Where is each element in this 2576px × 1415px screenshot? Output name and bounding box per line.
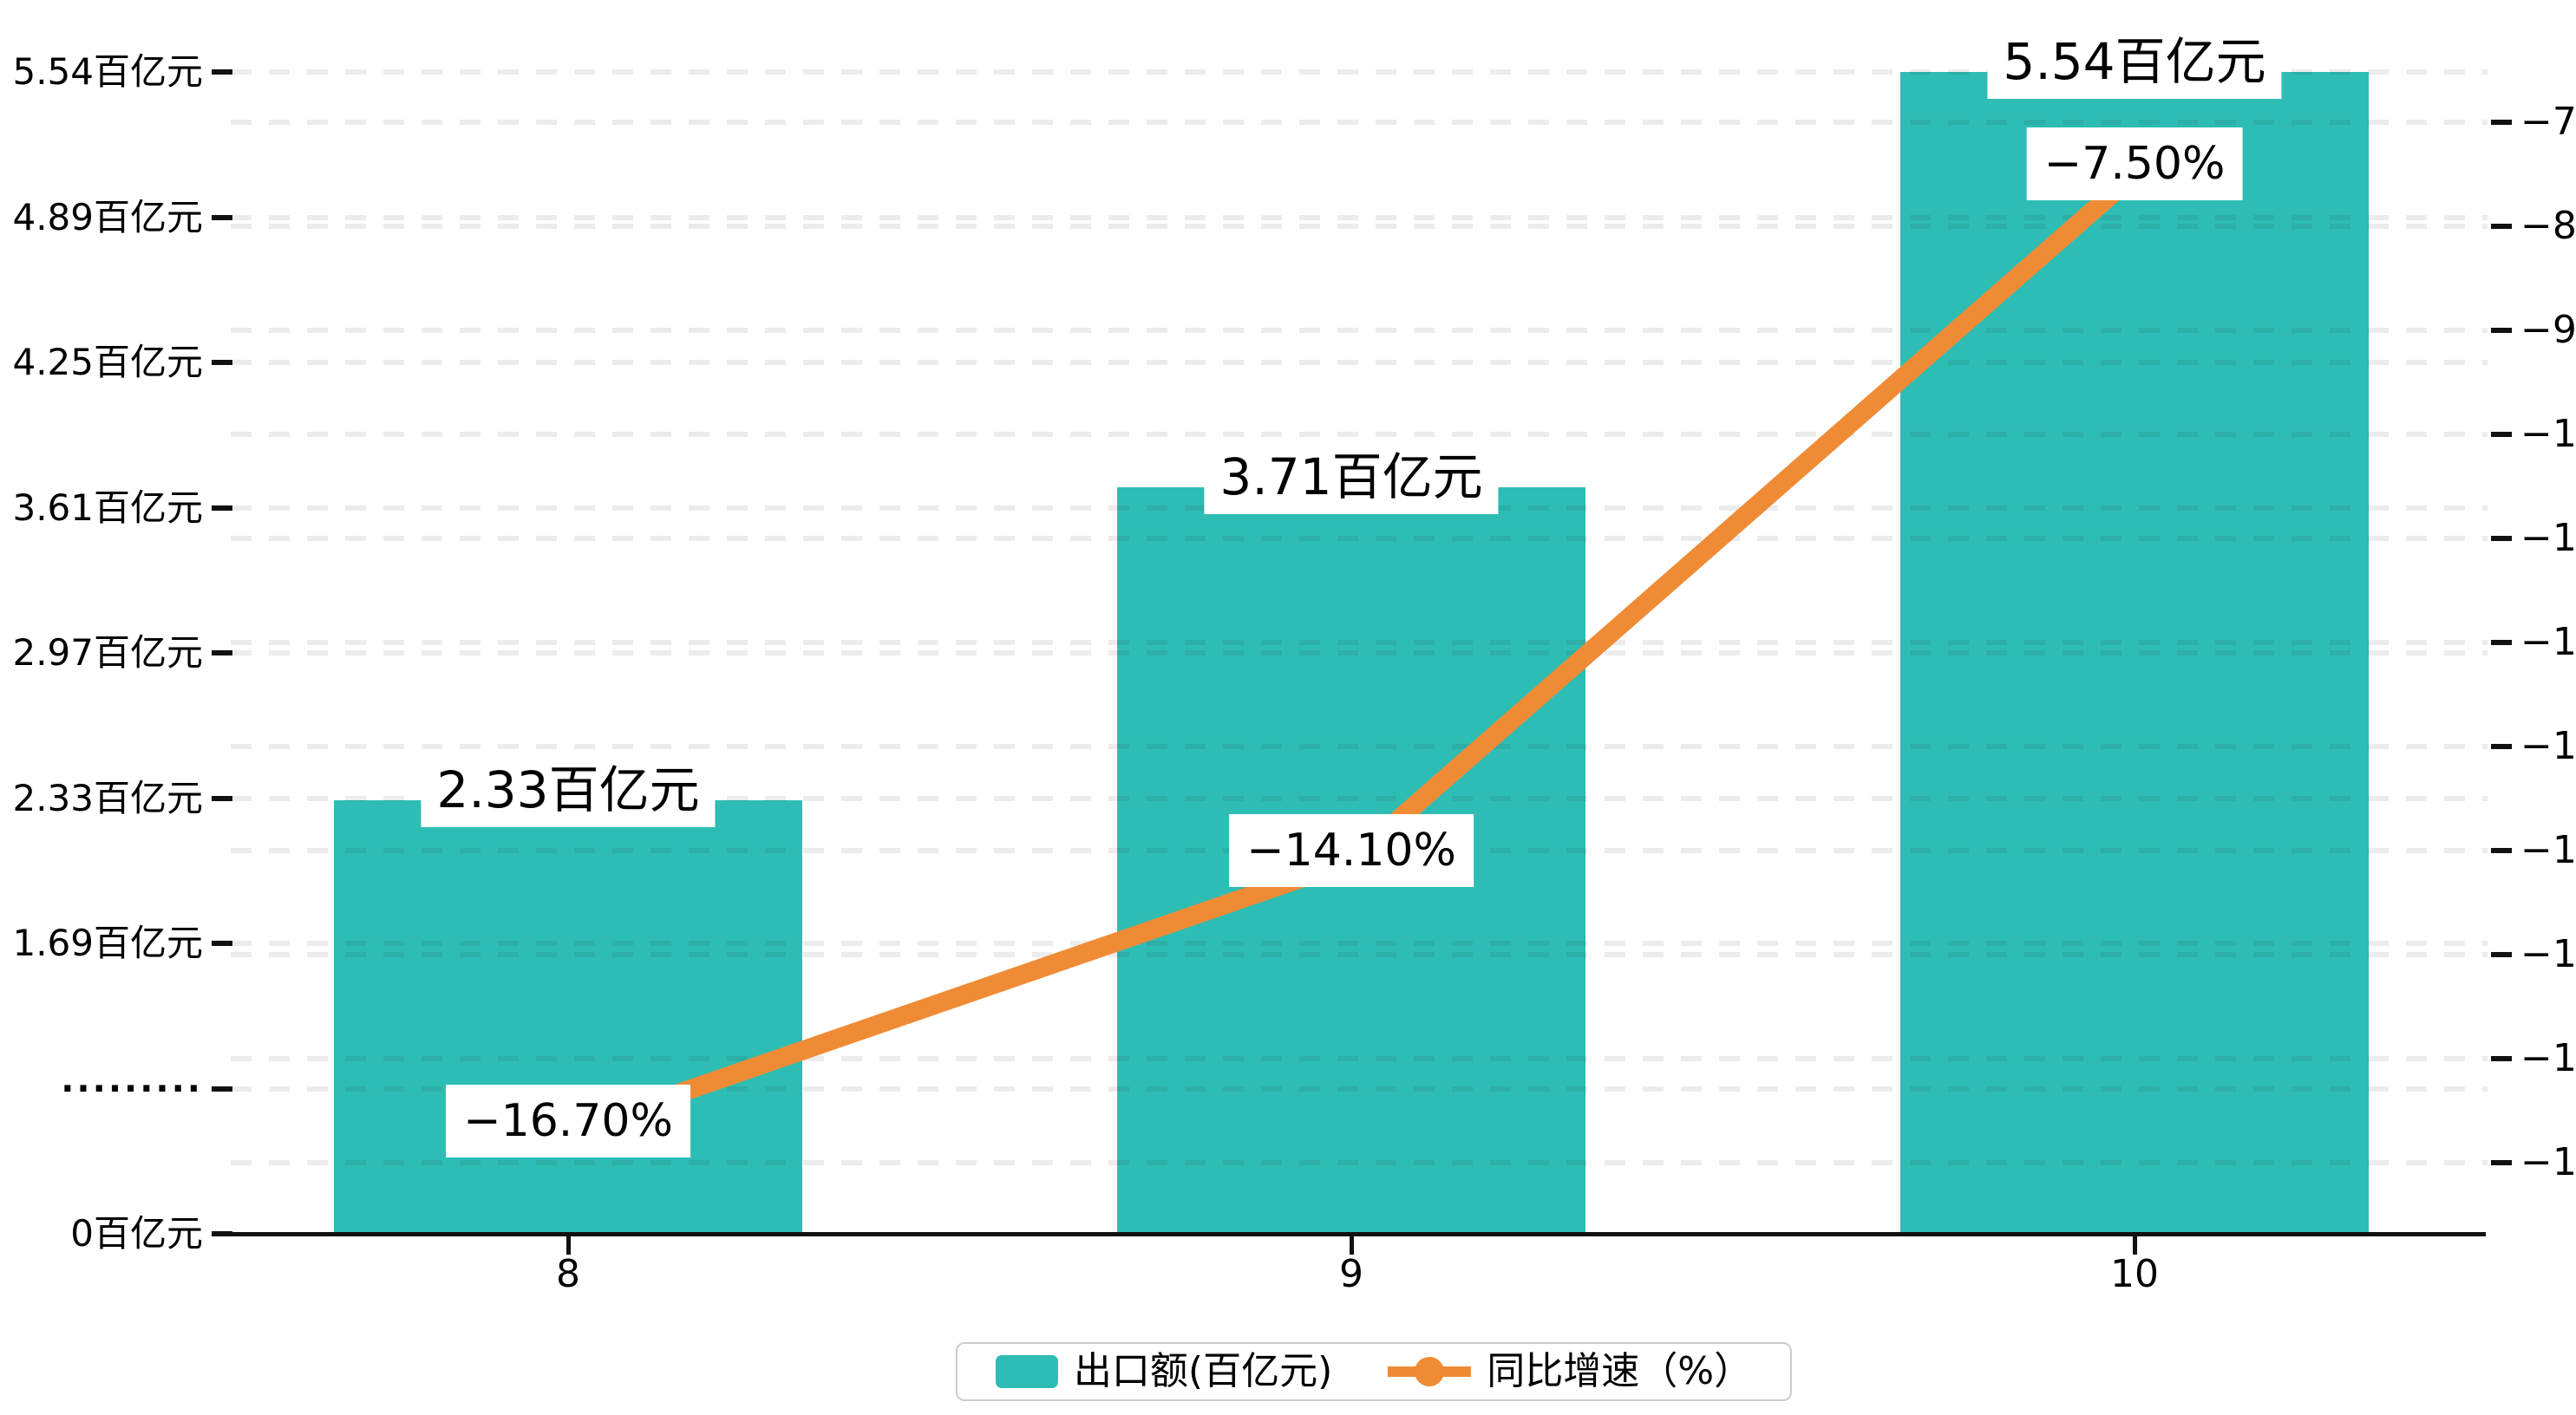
legend-label: 出口额(百亿元) — [1073, 1349, 1333, 1393]
left-axis-tick-label: 4.25百亿元 — [12, 341, 203, 383]
gridline-right-axis — [231, 1160, 2488, 1165]
right-axis-tick — [2491, 848, 2512, 853]
gridline-left-axis — [231, 69, 2488, 75]
left-axis-tick-label: 0百亿元 — [70, 1212, 203, 1255]
right-axis-tick-label: −9 — [2520, 308, 2576, 352]
right-axis-tick-label: −16 — [2520, 1036, 2576, 1080]
gridline-right-axis — [231, 536, 2488, 541]
x-axis-baseline — [219, 1232, 2486, 1236]
left-axis-tick — [212, 1086, 232, 1092]
right-axis-tick — [2491, 640, 2512, 645]
x-axis-category-label: 9 — [1339, 1252, 1363, 1296]
line-dot-swatch-icon — [1388, 1355, 1472, 1388]
right-axis-tick-label: −14 — [2520, 828, 2576, 872]
gridline-left-axis — [231, 1086, 2488, 1092]
bar-10 — [1900, 72, 2369, 1234]
gridline-right-axis — [231, 744, 2488, 749]
left-axis-tick — [212, 360, 232, 365]
right-axis-tick-label: −8 — [2520, 204, 2576, 248]
gridline-right-axis — [231, 224, 2488, 229]
gridline-right-axis — [231, 1056, 2488, 1061]
left-axis-tick-label: 4.89百亿元 — [12, 195, 203, 238]
left-axis-tick — [212, 795, 232, 801]
right-axis-tick — [2491, 744, 2512, 749]
left-axis-tick-label: 1.69百亿元 — [12, 922, 203, 964]
legend: 出口额(百亿元) 同比增速（%） — [955, 1342, 1793, 1401]
legend-label: 同比增速（%） — [1487, 1349, 1753, 1393]
right-axis-tick — [2491, 1160, 2512, 1165]
gridline-left-axis — [231, 360, 2488, 365]
growth-rate-badge: −14.10% — [1229, 814, 1474, 887]
bar-value-label: 3.71百亿元 — [1204, 439, 1499, 514]
left-axis-tick-label: 2.33百亿元 — [12, 776, 203, 819]
gridline-left-axis — [231, 941, 2488, 946]
right-axis-tick — [2491, 536, 2512, 541]
growth-rate-badge: −7.50% — [2026, 127, 2243, 200]
bar-value-label: 5.54百亿元 — [1987, 24, 2282, 99]
left-axis-tick — [212, 650, 232, 655]
gridline-right-axis — [231, 432, 2488, 437]
gridline-right-axis — [231, 328, 2488, 333]
left-axis-tick-label: 2.97百亿元 — [12, 631, 203, 674]
gridline-left-axis — [231, 795, 2488, 801]
left-axis-tick-label: 5.54百亿元 — [12, 50, 203, 93]
right-axis-tick — [2491, 1056, 2512, 1061]
right-axis-tick — [2491, 432, 2512, 437]
left-axis-tick-label: ········· — [61, 1068, 203, 1109]
x-axis-category-label: 10 — [2110, 1252, 2159, 1296]
gridline-right-axis — [231, 640, 2488, 645]
left-axis-tick — [212, 941, 232, 946]
legend-line-dot — [1415, 1357, 1445, 1386]
right-axis-tick-label: −17 — [2520, 1140, 2576, 1184]
right-axis-tick-label: −15 — [2520, 932, 2576, 976]
bar-8 — [334, 800, 802, 1234]
right-axis-tick — [2491, 328, 2512, 333]
left-axis-tick — [212, 214, 232, 220]
legend-item-bars[interactable]: 出口额(百亿元) — [995, 1349, 1333, 1393]
left-axis-tick — [212, 505, 232, 511]
x-axis-category-label: 8 — [556, 1252, 580, 1296]
growth-rate-badge: −16.70% — [446, 1085, 690, 1157]
right-axis-tick — [2491, 952, 2512, 957]
right-axis-tick-label: −7 — [2520, 100, 2576, 144]
x-axis-tick — [566, 1236, 571, 1255]
gridline-left-axis — [231, 214, 2488, 220]
left-axis-tick — [212, 69, 232, 75]
left-axis-tick — [212, 1231, 232, 1236]
right-axis-tick-label: −13 — [2520, 724, 2576, 768]
bar-value-label: 2.33百亿元 — [421, 753, 716, 828]
gridline-right-axis — [231, 120, 2488, 125]
gridline-right-axis — [231, 952, 2488, 957]
legend-item-line[interactable]: 同比增速（%） — [1388, 1353, 1752, 1391]
right-axis-tick-label: −12 — [2520, 620, 2576, 664]
bar-swatch-icon — [995, 1355, 1058, 1388]
right-axis-tick-label: −10 — [2520, 412, 2576, 456]
right-axis-tick — [2491, 224, 2512, 229]
x-axis-tick — [2133, 1236, 2137, 1255]
right-axis-tick — [2491, 120, 2512, 125]
x-axis-tick — [1350, 1236, 1354, 1255]
right-axis-tick-label: −11 — [2520, 516, 2576, 560]
gridline-left-axis — [231, 650, 2488, 655]
left-axis-tick-label: 3.61百亿元 — [12, 486, 203, 529]
growth-line — [565, 166, 2141, 1141]
